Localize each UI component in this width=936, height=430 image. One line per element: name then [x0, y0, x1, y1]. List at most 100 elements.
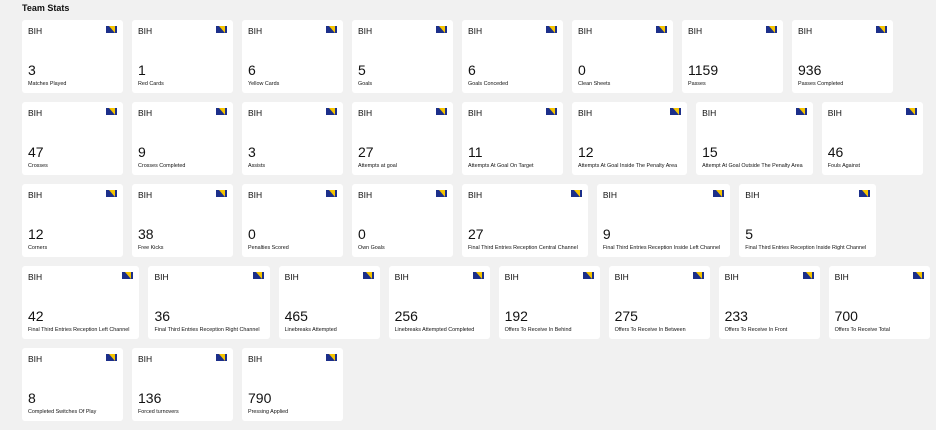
stat-value: 936 — [798, 62, 822, 78]
stat-label: Completed Switches Of Play — [28, 409, 97, 415]
stat-row: BIH 47 Crosses BIH 9 Crosses Completed BIH 3 Ass… — [22, 102, 932, 175]
stat-card: BIH 0 Penalties Scored — [242, 184, 343, 257]
team-code: BIH — [394, 272, 409, 282]
stat-value: 8 — [28, 390, 36, 406]
stat-row: BIH 8 Completed Switches Of Play BIH 136 Forc… — [22, 348, 932, 421]
stat-label: Offers To Receive In Between — [614, 327, 686, 333]
stat-label: Red Cards — [138, 81, 164, 87]
stat-card: BIH 8 Completed Switches Of Play — [22, 348, 123, 421]
stat-value: 1159 — [688, 62, 719, 78]
team-code: BIH — [578, 108, 593, 118]
stat-value: 15 — [702, 144, 718, 160]
flag-icon — [656, 26, 667, 33]
team-code: BIH — [688, 26, 703, 36]
team-code: BIH — [798, 26, 813, 36]
stat-value: 3 — [28, 62, 36, 78]
stat-grid: BIH 3 Matches Played BIH 1 Red Cards BIH 6 Yello… — [22, 20, 932, 430]
stat-card: BIH 11 Attempts At Goal On Target — [462, 102, 563, 175]
stat-value: 46 — [827, 144, 844, 160]
team-code: BIH — [504, 272, 519, 282]
flag-icon — [692, 272, 704, 279]
stat-value: 465 — [284, 308, 308, 324]
flag-icon — [472, 272, 484, 279]
stat-card: BIH 5 Final Third Entries Reception Inside… — [739, 184, 877, 257]
flag-icon — [546, 108, 557, 115]
stat-card: BIH 0 Own Goals — [352, 184, 453, 257]
stat-label: Pressing Applied — [248, 409, 289, 415]
flag-icon — [876, 26, 887, 33]
stat-label: Forced turnovers — [138, 409, 179, 415]
stat-value: 42 — [28, 308, 44, 324]
stat-value: 9 — [602, 226, 611, 242]
stat-label: Penalties Scored — [248, 245, 289, 251]
flag-icon — [216, 108, 227, 115]
stat-label: Matches Played — [28, 81, 67, 87]
stat-label: Goals — [358, 81, 373, 87]
stat-value: 0 — [248, 226, 256, 242]
flag-icon — [859, 190, 871, 197]
team-code: BIH — [138, 190, 153, 200]
stat-row: BIH 42 Final Third Entries Reception Left … — [22, 266, 932, 339]
team-code: BIH — [248, 354, 263, 364]
team-code: BIH — [28, 354, 43, 364]
team-code: BIH — [702, 108, 717, 118]
flag-icon — [106, 108, 117, 115]
stat-value: 5 — [745, 226, 754, 242]
team-code: BIH — [28, 108, 43, 118]
stat-value: 6 — [248, 62, 256, 78]
team-code: BIH — [28, 190, 43, 200]
stat-value: 5 — [358, 62, 366, 78]
stat-card: BIH 790 Pressing Applied — [242, 348, 343, 421]
team-code: BIH — [614, 272, 629, 282]
flag-icon — [436, 26, 447, 33]
flag-icon — [546, 26, 557, 33]
flag-icon — [326, 354, 337, 361]
stat-card: BIH 1159 Passes — [682, 20, 783, 93]
stat-value: 6 — [468, 62, 476, 78]
team-code: BIH — [602, 190, 618, 200]
flag-icon — [713, 190, 725, 197]
stat-value: 3 — [248, 144, 256, 160]
flag-icon — [362, 272, 374, 279]
team-code: BIH — [358, 190, 373, 200]
stat-label: Assists — [248, 163, 266, 169]
flag-icon — [670, 108, 682, 115]
stat-label: Final Third Entries Reception Inside Lef… — [602, 245, 721, 251]
stat-card: BIH 12 Corners — [22, 184, 123, 257]
stat-label: Attempts At Goal On Target — [468, 163, 534, 169]
stat-value: 27 — [468, 226, 484, 242]
flag-icon — [766, 26, 777, 33]
stat-card: BIH 6 Goals Conceded — [462, 20, 563, 93]
stat-label: Own Goals — [358, 245, 385, 251]
stat-card: BIH 9 Final Third Entries Reception Inside… — [596, 184, 731, 257]
stat-label: Final Third Entries Reception Inside Rig… — [745, 245, 867, 251]
team-code: BIH — [468, 108, 483, 118]
stat-label: Passes Completed — [798, 81, 844, 87]
team-code: BIH — [248, 190, 263, 200]
stat-value: 256 — [394, 308, 418, 324]
flag-icon — [436, 108, 447, 115]
flag-icon — [122, 272, 134, 279]
stat-card: BIH 1 Red Cards — [132, 20, 233, 93]
stat-card: BIH 47 Crosses — [22, 102, 123, 175]
team-code: BIH — [834, 272, 849, 282]
stat-label: Crosses Completed — [138, 163, 186, 169]
flag-icon — [436, 190, 447, 197]
stat-row: BIH 12 Corners BIH 38 Free Kicks BIH 0 Penalties… — [22, 184, 932, 257]
stat-value: 47 — [28, 144, 44, 160]
flag-icon — [216, 190, 227, 197]
flag-icon — [326, 190, 337, 197]
team-code: BIH — [138, 26, 153, 36]
stat-label: Final Third Entries Reception Central Ch… — [468, 245, 578, 251]
stat-value: 192 — [504, 308, 528, 324]
stat-card: BIH 3 Matches Played — [22, 20, 123, 93]
flag-icon — [570, 190, 582, 197]
flag-icon — [326, 26, 337, 33]
flag-icon — [912, 272, 924, 279]
stat-label: Attempts At Goal Inside The Penalty Area — [578, 163, 678, 169]
stat-label: Fouls Against — [827, 163, 861, 169]
flag-icon — [795, 108, 807, 115]
stat-label: Final Third Entries Reception Right Chan… — [154, 327, 260, 333]
stat-card: BIH 27 Attempts at goal — [352, 102, 453, 175]
stat-value: 38 — [138, 226, 154, 242]
